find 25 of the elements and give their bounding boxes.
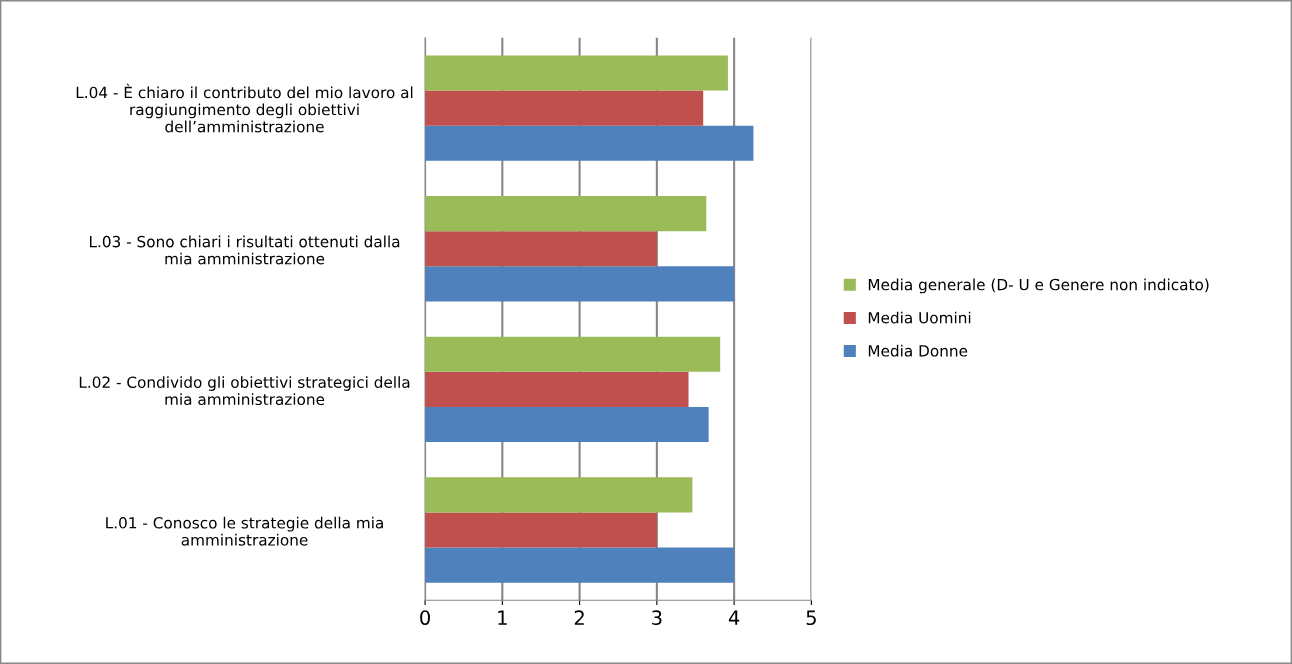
bar — [425, 266, 735, 302]
x-tick-label: 3 — [652, 610, 662, 626]
y-tick-label: L.01 - Conosco le strategie della mia amministrazione — [106, 516, 383, 546]
x-tick-label: 0 — [420, 610, 430, 626]
legend-label: Media generale (D- U e Genere non indicato) — [868, 278, 1209, 294]
x-tick-label: 2 — [574, 610, 584, 625]
bar — [425, 125, 754, 161]
x-tick-label: 5 — [806, 610, 816, 626]
y-tick-label: L.03 - Sono chiari i risultati ottenuti dalla mia amministrazione — [89, 235, 400, 265]
legend-label: Media Donne — [868, 344, 968, 357]
bar — [425, 55, 728, 91]
y-tick-label: L.04 - È chiaro il contributo del mio lavoro al raggiungimento degli obiettivi dell’amministrazione — [76, 83, 413, 133]
bar — [425, 512, 657, 548]
bar — [425, 477, 693, 513]
bar — [425, 231, 657, 267]
x-tick-label: 4 — [728, 610, 740, 625]
bar — [425, 336, 721, 372]
legend-label: Media Uomini — [868, 311, 971, 324]
x-tick-label: 1 — [498, 610, 507, 625]
bar — [425, 406, 709, 443]
bar — [425, 371, 689, 407]
bar — [425, 196, 707, 232]
bar — [425, 90, 704, 126]
bar — [425, 547, 735, 583]
y-tick-label: L.02 - Condivido gli obiettivi strategici della mia amministrazione — [79, 376, 410, 406]
